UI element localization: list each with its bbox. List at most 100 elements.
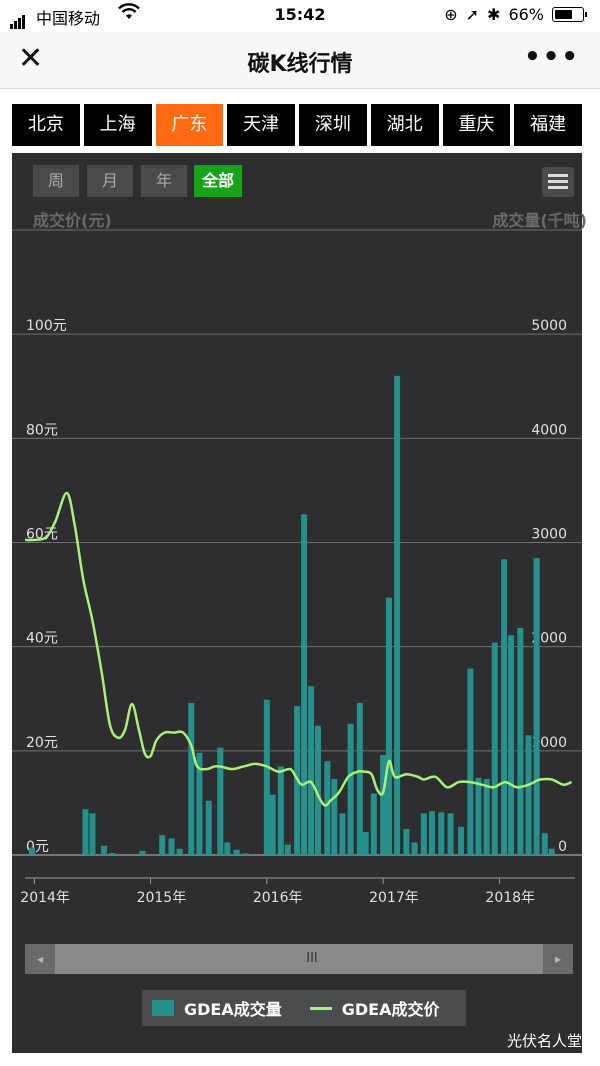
region-tabs: 北京 上海 广东 天津 深圳 湖北 重庆 福建 [12, 104, 582, 146]
tab-fujian[interactable]: 福建 [514, 104, 582, 146]
volume-bar [438, 812, 445, 855]
chart-menu-button[interactable] [542, 167, 574, 197]
volume-bar [370, 793, 377, 855]
scroll-right-arrow[interactable]: ▸ [543, 944, 573, 974]
tab-tianjin[interactable]: 天津 [227, 104, 295, 146]
battery-icon [552, 7, 587, 22]
left-tick-label: 100元 [26, 318, 67, 334]
period-month-button[interactable]: 月 [87, 165, 133, 197]
x-tick-label: 2018年 [485, 890, 535, 906]
tab-shenzhen[interactable]: 深圳 [299, 104, 367, 146]
volume-bar [242, 853, 249, 855]
volume-bar [82, 809, 89, 855]
volume-bar [447, 813, 454, 855]
right-tick-label: 5000 [531, 318, 567, 334]
volume-bar [525, 735, 532, 855]
period-all-button[interactable]: 全部 [194, 165, 242, 197]
volume-bar [385, 597, 392, 855]
location-icon: ➚ [465, 5, 480, 24]
price-line [24, 491, 572, 807]
scroll-thumb[interactable]: III [55, 944, 569, 974]
period-year-button[interactable]: 年 [141, 165, 187, 197]
nav-bar: ✕ 碳K线行情 ••• [0, 32, 600, 89]
menu-icon [548, 174, 568, 177]
scroll-left-arrow[interactable]: ◂ [25, 944, 55, 974]
close-icon[interactable]: ✕ [18, 41, 44, 76]
volume-bar [176, 848, 183, 855]
legend-price-label[interactable]: GDEA成交价 [341, 1000, 440, 1019]
volume-bar [548, 848, 555, 855]
volume-bar [403, 828, 410, 855]
signal-icon [10, 10, 26, 29]
left-tick-label: 20元 [26, 735, 58, 751]
wifi-icon [118, 3, 140, 25]
rotation-lock-icon: ⊕ [444, 5, 458, 24]
volume-bar [508, 635, 515, 855]
volume-bar [89, 813, 96, 855]
volume-bar [533, 558, 540, 855]
period-week-button[interactable]: 周 [33, 165, 79, 197]
volume-bar [541, 833, 548, 855]
left-tick-label: 80元 [26, 422, 58, 438]
price-swatch[interactable] [309, 1006, 332, 1010]
battery-percent: 66% [508, 5, 544, 24]
volume-bar [315, 725, 322, 855]
status-bar: 中国移动 15:42 ⊕ ➚ ✱ 66% [0, 0, 600, 32]
right-tick-label: 1000 [531, 735, 567, 751]
x-tick-label: 2014年 [20, 890, 70, 906]
right-tick-label: 0 [558, 839, 567, 855]
volume-bar [233, 849, 240, 855]
volume-bar [224, 842, 231, 855]
volume-bar [196, 752, 203, 855]
chart-scrollbar[interactable]: ◂ III ▸ [25, 944, 573, 974]
volume-bar [284, 844, 291, 855]
volume-bar [217, 747, 224, 855]
volume-bar [458, 826, 465, 855]
chart-legend: GDEA成交量 GDEA成交价 [142, 990, 466, 1026]
volume-bar [168, 838, 175, 855]
tab-chongqing[interactable]: 重庆 [442, 104, 511, 146]
volume-bar [188, 702, 195, 855]
volume-bar [139, 850, 146, 855]
carrier-label: 中国移动 [36, 9, 101, 28]
tab-beijing[interactable]: 北京 [12, 104, 80, 146]
bluetooth-icon: ✱ [487, 5, 501, 24]
tab-hubei[interactable]: 湖北 [370, 104, 439, 146]
volume-bar [324, 761, 331, 855]
volume-bar [339, 813, 346, 855]
volume-bar [362, 832, 369, 855]
volume-bar [331, 778, 338, 855]
volume-bar [467, 668, 474, 855]
volume-bar [109, 852, 116, 855]
x-tick-label: 2017年 [369, 890, 419, 906]
volume-bar [28, 847, 35, 855]
volume-bar [411, 842, 418, 855]
volume-bar [356, 702, 363, 855]
volume-bar [269, 794, 276, 855]
volume-bar [491, 642, 498, 855]
more-icon[interactable]: ••• [524, 42, 580, 72]
right-tick-label: 3000 [531, 527, 567, 543]
volume-bar [263, 699, 270, 855]
right-axis-title: 成交量(千吨) [492, 211, 587, 230]
right-tick-label: 4000 [531, 422, 567, 438]
volume-bar [205, 800, 212, 855]
right-tick-label: 2000 [531, 631, 567, 647]
volume-bar [475, 777, 482, 855]
volume-bar [394, 375, 401, 855]
volume-bar [277, 766, 284, 855]
volume-bar [347, 723, 354, 855]
volume-bar [380, 755, 387, 855]
legend-volume-label[interactable]: GDEA成交量 [184, 1000, 282, 1019]
x-tick-label: 2015年 [137, 890, 187, 906]
volume-bar [483, 778, 490, 855]
volume-bar [501, 559, 508, 855]
volume-swatch[interactable] [152, 1000, 174, 1016]
watermark: 光伏名人堂 [506, 1032, 582, 1050]
tab-shanghai[interactable]: 上海 [83, 104, 152, 146]
left-tick-label: 40元 [26, 631, 58, 647]
tab-guangdong[interactable]: 广东 [155, 104, 224, 146]
left-axis-title: 成交价(元) [33, 211, 112, 230]
volume-bar [308, 686, 315, 855]
